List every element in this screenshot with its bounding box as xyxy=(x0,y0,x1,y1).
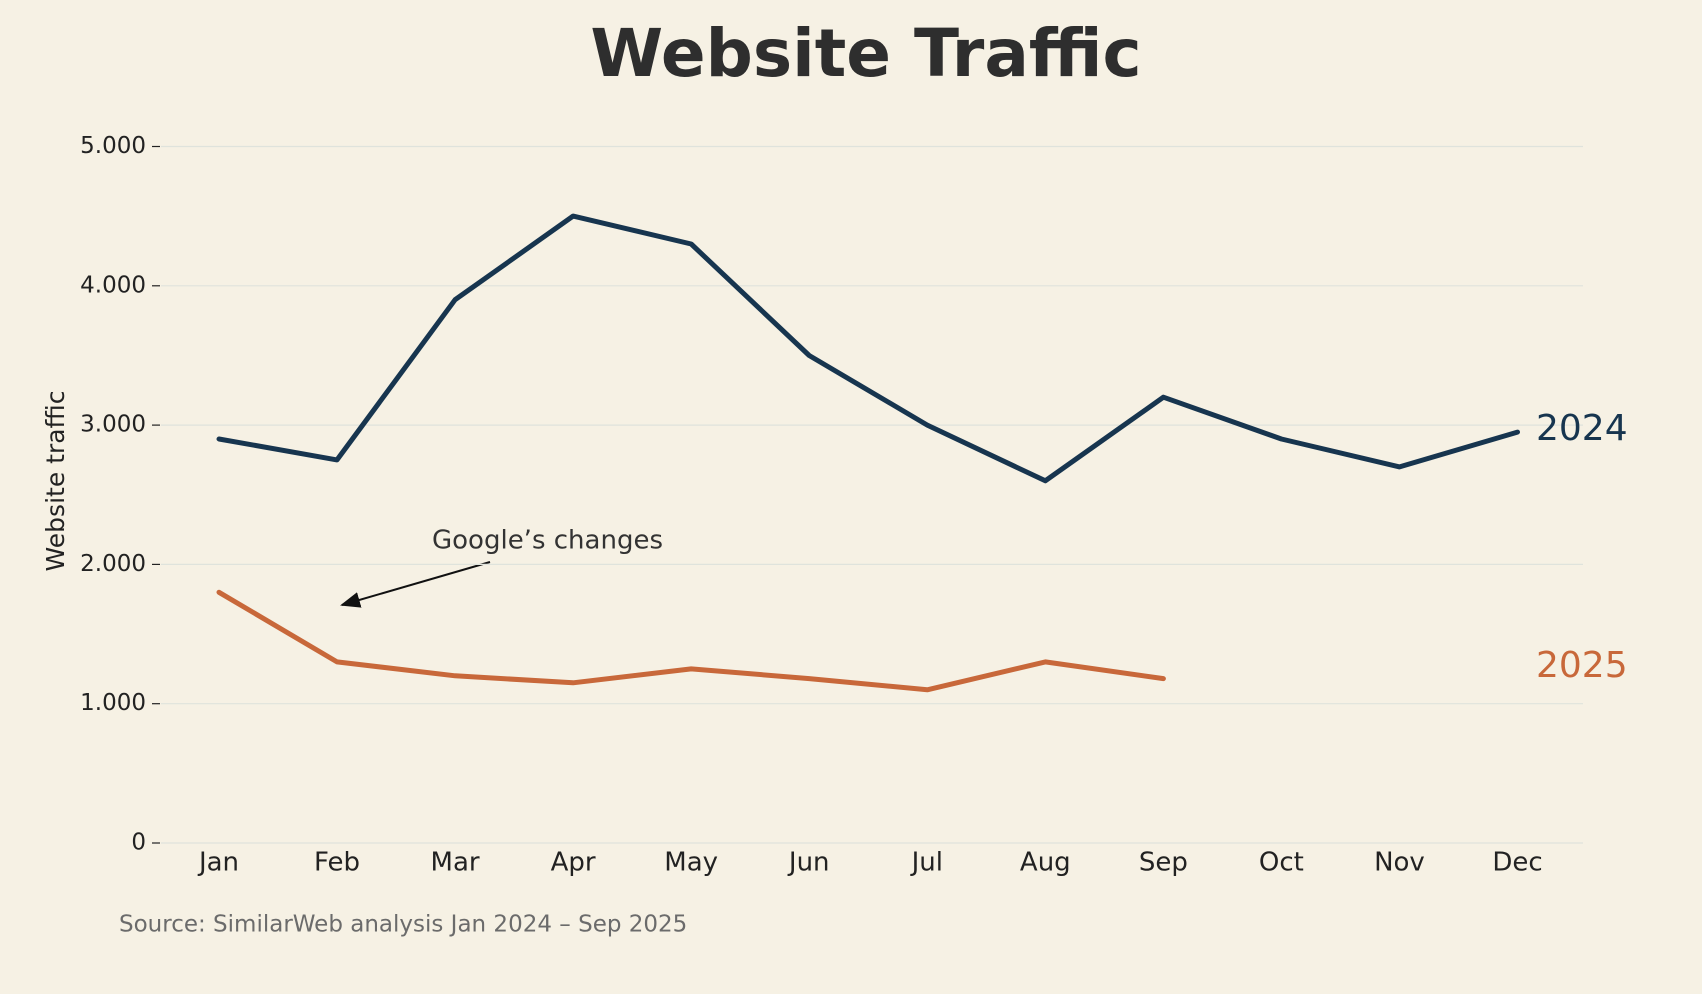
x-tick-label: Aug xyxy=(1020,848,1071,878)
series-label: 2024 xyxy=(1536,408,1628,449)
annotation-arrow xyxy=(340,561,491,608)
x-tick-label: Mar xyxy=(431,848,480,878)
x-tick-label: Apr xyxy=(551,848,596,878)
series-line xyxy=(216,213,1520,484)
x-tick-label: Jan xyxy=(197,848,239,878)
source-note: Source: SimilarWeb analysis Jan 2024 – S… xyxy=(119,912,687,938)
annotation: Google’s changes xyxy=(432,526,663,556)
y-tick-label: 2.000 xyxy=(80,551,146,577)
y-tick-label: 5.000 xyxy=(80,133,146,159)
series-line xyxy=(216,589,1166,693)
x-tick-label: Jul xyxy=(910,848,943,878)
y-tick-label: 3.000 xyxy=(80,412,146,438)
y-tick-label: 1.000 xyxy=(80,690,146,716)
x-tick-label: Feb xyxy=(314,848,360,878)
y-tick-label: 0 xyxy=(131,830,146,856)
x-tick-label: Dec xyxy=(1492,848,1542,878)
x-tick-label: Sep xyxy=(1139,848,1188,878)
x-tick-label: Nov xyxy=(1374,848,1425,878)
y-axis-label: Website traffic xyxy=(41,391,70,572)
chart-title: Website Traffic xyxy=(590,15,1141,92)
y-tick-label: 4.000 xyxy=(80,272,146,298)
series-label: 2025 xyxy=(1536,645,1628,686)
x-tick-label: Oct xyxy=(1259,848,1304,878)
x-tick-label: May xyxy=(664,848,718,878)
x-tick-label: Jun xyxy=(787,848,830,878)
